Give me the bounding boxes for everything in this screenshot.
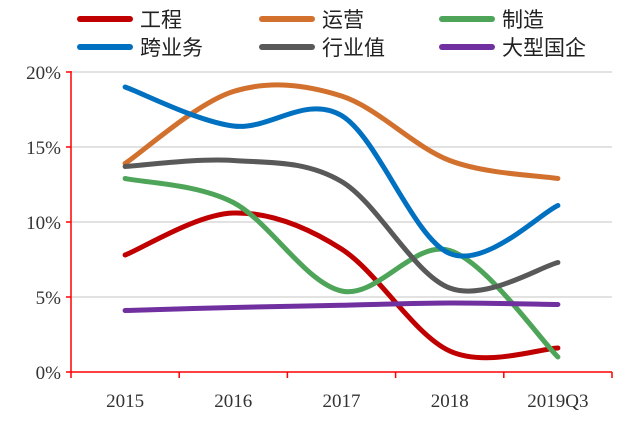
- legend-label: 运营: [322, 8, 364, 32]
- y-tick-label: 5%: [36, 288, 62, 309]
- legend-label: 大型国企: [502, 36, 586, 60]
- series-lines: [122, 82, 561, 361]
- y-tick-label: 20%: [26, 63, 61, 84]
- series-line-1: [122, 210, 561, 361]
- series-line-3: [122, 176, 561, 360]
- y-tick-label: 15%: [26, 138, 61, 159]
- y-tick-label: 10%: [26, 213, 61, 234]
- axes: [66, 71, 613, 378]
- legend-label: 跨业务: [140, 36, 203, 60]
- x-tick-label: 2019Q3: [527, 391, 588, 412]
- series-line-4: [122, 84, 561, 259]
- tick-labels: 0% 5% 10% 15% 20% 2015 2016 2017 2018 2019Q3: [26, 63, 588, 412]
- legend-label: 制造: [502, 8, 544, 32]
- series-line-2: [122, 82, 561, 181]
- legend-label: 工程: [140, 8, 182, 32]
- legend-label: 行业值: [322, 36, 385, 60]
- series-line-6: [122, 300, 561, 313]
- gridlines: [71, 71, 612, 298]
- x-tick-label: 2015: [106, 391, 144, 412]
- series-line-5: [122, 157, 561, 294]
- y-tick-label: 0%: [36, 363, 62, 384]
- x-tick-label: 2018: [431, 391, 469, 412]
- x-tick-label: 2017: [323, 391, 361, 412]
- x-tick-label: 2016: [214, 391, 252, 412]
